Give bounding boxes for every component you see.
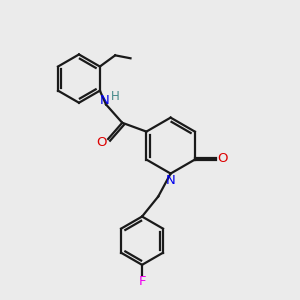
Text: O: O	[217, 152, 228, 166]
Text: O: O	[96, 136, 107, 149]
Text: N: N	[100, 94, 110, 107]
Text: F: F	[138, 275, 146, 288]
Text: H: H	[111, 90, 120, 103]
Text: N: N	[166, 173, 176, 187]
